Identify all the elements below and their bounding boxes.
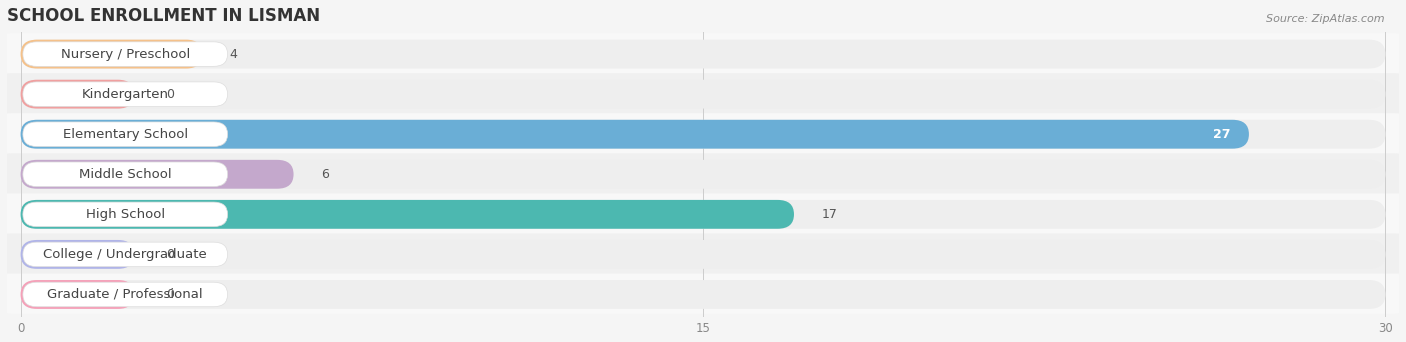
- Text: SCHOOL ENROLLMENT IN LISMAN: SCHOOL ENROLLMENT IN LISMAN: [7, 7, 321, 25]
- FancyBboxPatch shape: [21, 40, 202, 68]
- FancyBboxPatch shape: [22, 202, 228, 227]
- Text: 4: 4: [229, 48, 238, 61]
- FancyBboxPatch shape: [21, 240, 1385, 269]
- FancyBboxPatch shape: [0, 114, 1406, 154]
- Text: 17: 17: [821, 208, 837, 221]
- FancyBboxPatch shape: [21, 120, 1249, 149]
- FancyBboxPatch shape: [0, 274, 1406, 314]
- FancyBboxPatch shape: [22, 162, 228, 186]
- FancyBboxPatch shape: [22, 122, 228, 146]
- Text: Kindergarten: Kindergarten: [82, 88, 169, 101]
- Text: 6: 6: [321, 168, 329, 181]
- FancyBboxPatch shape: [21, 240, 135, 269]
- FancyBboxPatch shape: [0, 154, 1406, 194]
- Text: 27: 27: [1213, 128, 1230, 141]
- Text: Graduate / Professional: Graduate / Professional: [48, 288, 202, 301]
- FancyBboxPatch shape: [22, 242, 228, 267]
- FancyBboxPatch shape: [22, 82, 228, 106]
- FancyBboxPatch shape: [21, 200, 794, 229]
- FancyBboxPatch shape: [22, 282, 228, 307]
- FancyBboxPatch shape: [21, 160, 294, 189]
- Text: 0: 0: [166, 248, 174, 261]
- Text: High School: High School: [86, 208, 165, 221]
- FancyBboxPatch shape: [0, 234, 1406, 274]
- Text: 0: 0: [166, 288, 174, 301]
- FancyBboxPatch shape: [0, 194, 1406, 234]
- Text: 0: 0: [166, 88, 174, 101]
- FancyBboxPatch shape: [21, 80, 135, 108]
- FancyBboxPatch shape: [21, 40, 1385, 68]
- FancyBboxPatch shape: [21, 160, 1385, 189]
- FancyBboxPatch shape: [0, 33, 1406, 73]
- FancyBboxPatch shape: [21, 280, 1385, 309]
- FancyBboxPatch shape: [21, 80, 1385, 108]
- Text: College / Undergraduate: College / Undergraduate: [44, 248, 207, 261]
- FancyBboxPatch shape: [22, 42, 228, 66]
- Text: Elementary School: Elementary School: [63, 128, 188, 141]
- FancyBboxPatch shape: [0, 73, 1406, 114]
- FancyBboxPatch shape: [21, 200, 1385, 229]
- FancyBboxPatch shape: [21, 280, 135, 309]
- Text: Source: ZipAtlas.com: Source: ZipAtlas.com: [1267, 14, 1385, 24]
- Text: Nursery / Preschool: Nursery / Preschool: [60, 48, 190, 61]
- Text: Middle School: Middle School: [79, 168, 172, 181]
- FancyBboxPatch shape: [21, 120, 1385, 149]
